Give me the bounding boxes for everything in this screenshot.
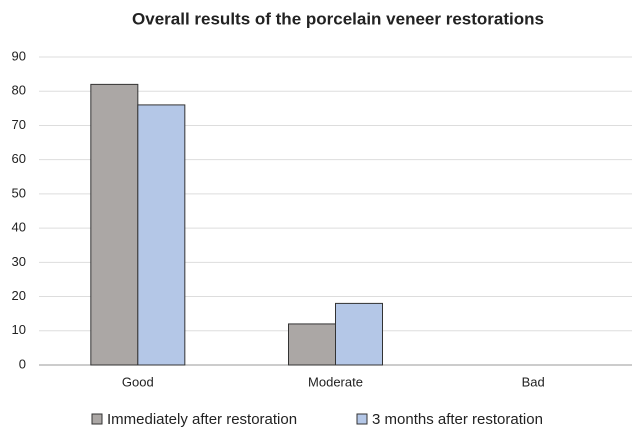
y-tick-label: 80 <box>12 83 26 98</box>
bar <box>90 83 139 366</box>
x-tick-label: Bad <box>522 374 545 389</box>
y-tick-label: 20 <box>12 288 26 303</box>
y-tick-label: 70 <box>12 117 26 132</box>
y-tick-label: 30 <box>12 254 26 269</box>
bar <box>288 323 336 366</box>
y-tick-label: 10 <box>12 322 26 337</box>
bar <box>137 104 186 366</box>
legend-text: 3 months after restoration <box>372 411 543 428</box>
y-tick-label: 90 <box>12 48 26 63</box>
x-tick-label: Good <box>122 374 154 389</box>
y-tick-label: 60 <box>12 151 26 166</box>
legend-swatch <box>91 413 103 425</box>
y-tick-label: 50 <box>12 185 26 200</box>
legend-text: Immediately after restoration <box>107 411 297 428</box>
y-tick-label: 40 <box>12 220 26 235</box>
legend-swatch <box>356 413 368 425</box>
x-tick-label: Moderate <box>308 374 363 389</box>
y-tick-label: 0 <box>19 356 26 371</box>
bar <box>335 302 383 366</box>
chart-title: Overall results of the porcelain veneer … <box>132 9 544 28</box>
